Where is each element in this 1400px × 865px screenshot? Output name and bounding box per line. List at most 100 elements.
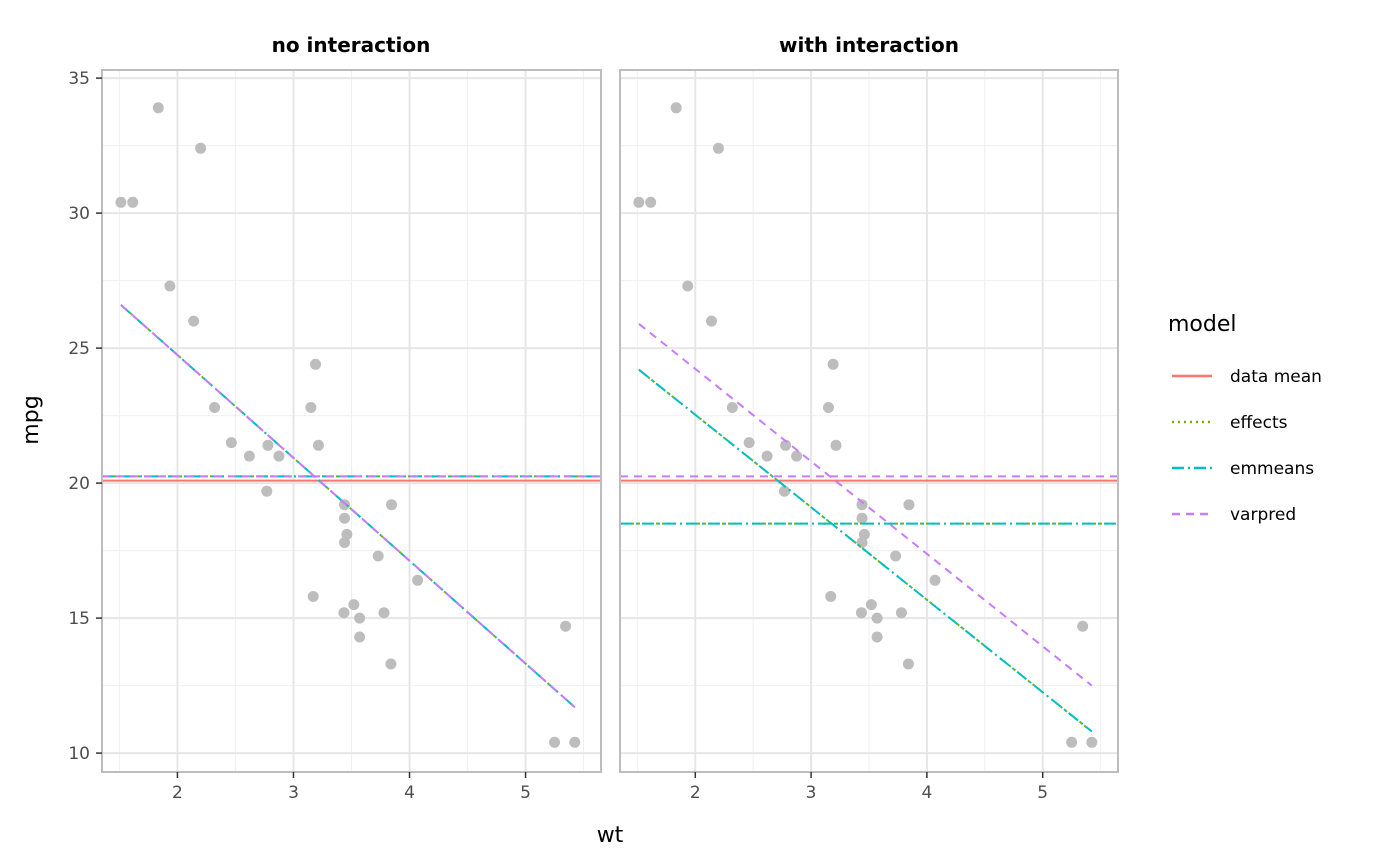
legend-label: data mean — [1230, 367, 1322, 387]
plot-area — [619, 69, 1119, 773]
data-point — [858, 528, 870, 540]
x-tick-label: 2 — [172, 783, 183, 803]
legend: model data mean effects emmeans varpred — [1168, 312, 1322, 525]
data-point — [549, 736, 561, 748]
data-point — [372, 550, 384, 562]
y-tick-label: 15 — [68, 609, 90, 629]
data-point — [195, 142, 207, 154]
data-point — [569, 736, 581, 748]
data-point — [412, 574, 424, 586]
data-point — [902, 658, 914, 670]
panel-border — [101, 69, 602, 773]
data-point — [670, 102, 682, 114]
y-tick-label: 10 — [68, 744, 90, 764]
data-point — [348, 599, 360, 611]
y-tick-label: 20 — [68, 474, 90, 494]
data-point — [339, 512, 351, 524]
fit-line-varpred — [638, 323, 1093, 687]
data-point — [855, 607, 867, 619]
legend-label: effects — [1230, 413, 1288, 433]
data-point — [822, 402, 834, 413]
y-axis: 10 15 20 25 30 35 — [68, 69, 102, 764]
data-point — [354, 631, 366, 643]
data-point — [825, 591, 837, 602]
data-point — [827, 358, 839, 370]
data-point — [871, 631, 883, 643]
x-tick-label: 3 — [806, 783, 817, 803]
data-point — [903, 499, 915, 511]
data-point — [386, 499, 398, 511]
data-point — [385, 658, 397, 670]
data-point — [307, 591, 319, 602]
data-point — [164, 280, 176, 292]
x-tick-label: 4 — [921, 783, 932, 803]
data-point — [890, 550, 902, 562]
x-axis-panel-2: 2 3 4 5 — [690, 772, 1048, 803]
data-point — [705, 315, 717, 327]
data-point — [856, 512, 868, 524]
data-point — [633, 196, 645, 208]
legend-entries: data mean effects emmeans varpred — [1172, 367, 1322, 525]
data-point — [560, 620, 572, 632]
data-point — [310, 358, 322, 370]
data-point — [761, 450, 773, 462]
y-tick-label: 30 — [68, 204, 90, 224]
fit-line-varpred — [120, 304, 576, 708]
data-point — [1077, 620, 1089, 632]
x-axis-panel-1: 2 3 4 5 — [172, 772, 531, 803]
data-point — [645, 196, 657, 208]
x-tick-label: 4 — [404, 783, 415, 803]
panel-with-interaction: with interaction — [619, 33, 1119, 773]
x-tick-label: 2 — [690, 783, 701, 803]
data-point — [378, 607, 390, 619]
data-point — [209, 402, 221, 413]
data-point — [243, 450, 255, 462]
panel-border — [619, 69, 1119, 773]
y-axis-title: mpg — [19, 395, 44, 444]
data-point — [895, 607, 907, 619]
data-point — [929, 574, 941, 586]
data-point — [262, 439, 274, 451]
data-point — [338, 607, 350, 619]
data-point — [712, 142, 724, 154]
legend-title: model — [1168, 312, 1237, 337]
data-point — [682, 280, 694, 292]
legend-label: emmeans — [1230, 459, 1314, 479]
data-point — [305, 402, 317, 413]
data-point — [1066, 736, 1078, 748]
legend-label: varpred — [1230, 505, 1296, 525]
data-point — [273, 450, 285, 462]
x-axis-title: wt — [597, 823, 624, 848]
data-point — [152, 102, 164, 114]
data-point — [188, 315, 200, 327]
data-point — [261, 485, 273, 497]
data-point — [354, 612, 366, 624]
y-tick-label: 35 — [68, 69, 90, 89]
data-point — [312, 439, 324, 451]
fit-line-emmeans — [120, 304, 576, 708]
x-tick-label: 5 — [520, 783, 531, 803]
data-point — [743, 437, 755, 449]
data-point — [726, 402, 738, 413]
data-point — [791, 450, 803, 462]
plot-area — [101, 69, 602, 773]
data-point — [341, 528, 353, 540]
data-point — [778, 485, 790, 497]
data-point — [830, 439, 842, 451]
data-point — [225, 437, 237, 449]
panel-title: with interaction — [779, 33, 959, 57]
panel-title: no interaction — [272, 33, 431, 57]
data-point — [780, 439, 792, 451]
data-point — [856, 499, 868, 511]
data-point — [115, 196, 127, 208]
data-point — [1086, 736, 1098, 748]
fit-line-emmeans — [638, 368, 1093, 733]
x-tick-label: 5 — [1037, 783, 1048, 803]
panel-no-interaction: no interaction — [101, 33, 602, 773]
y-tick-label: 25 — [68, 339, 90, 359]
data-point — [871, 612, 883, 624]
data-point — [127, 196, 139, 208]
x-tick-label: 3 — [288, 783, 299, 803]
